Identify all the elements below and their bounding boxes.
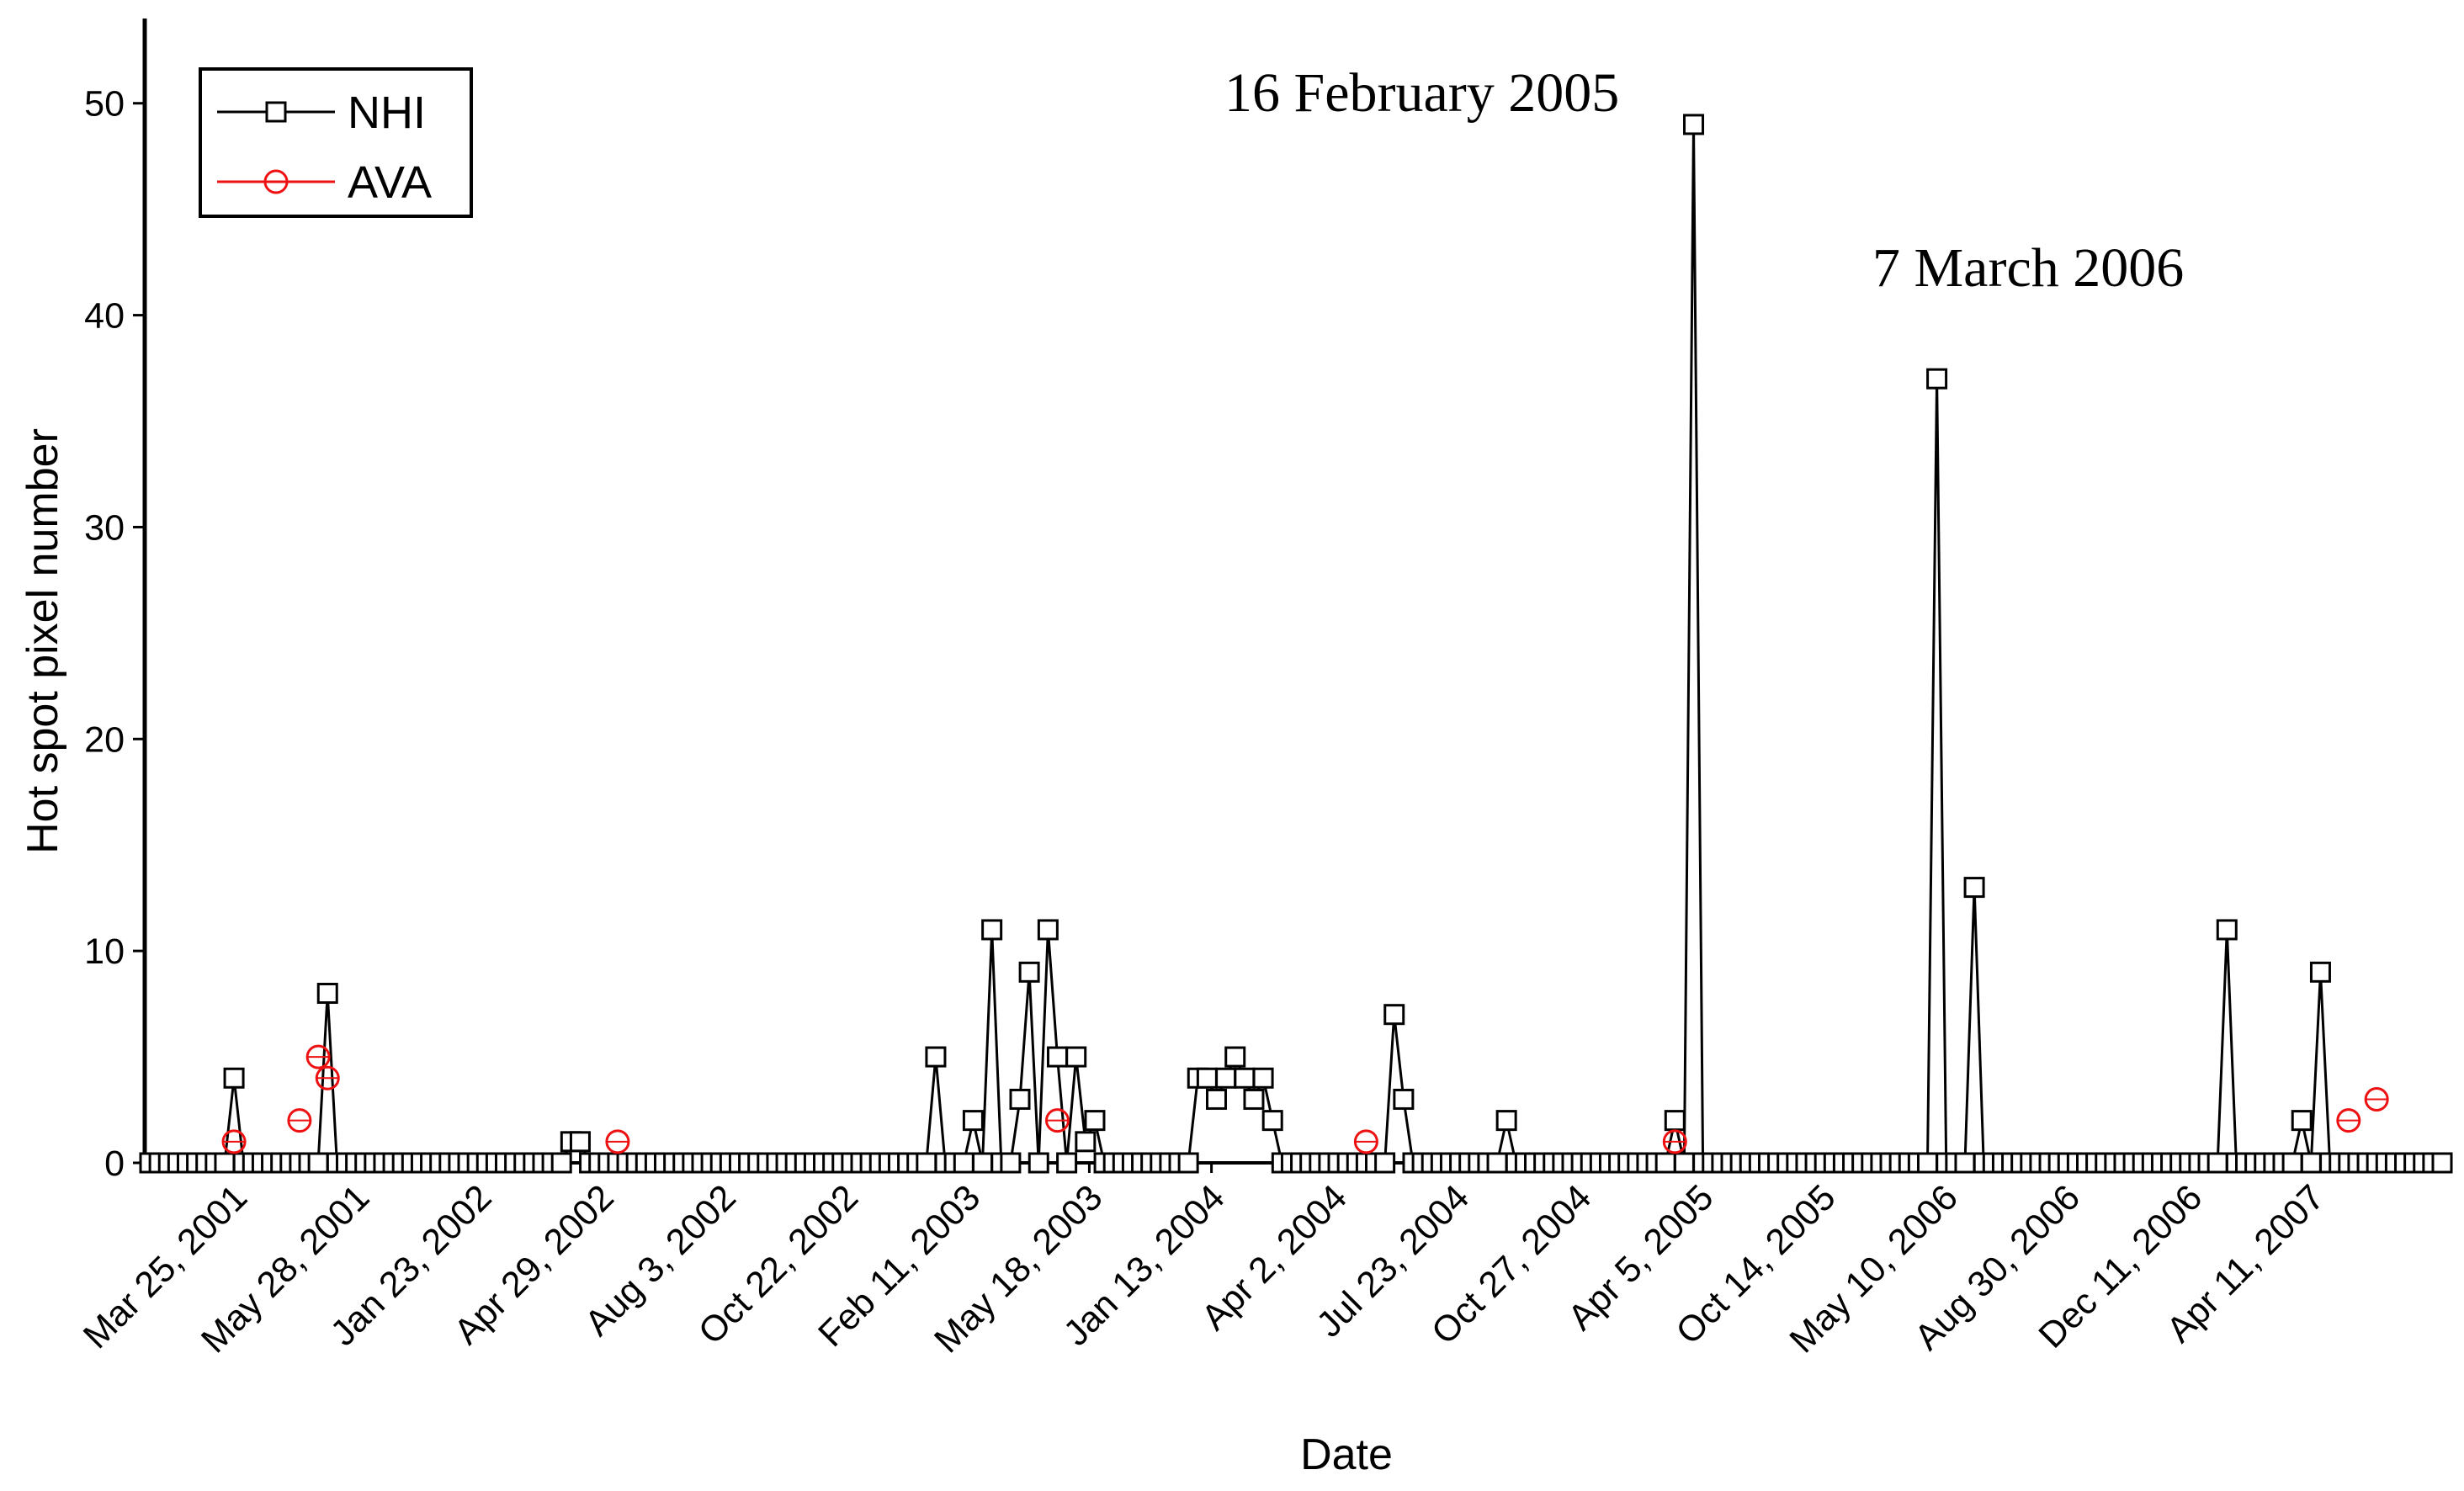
nhi-marker bbox=[925, 1046, 947, 1068]
nhi-marker bbox=[1673, 1152, 1695, 1174]
nhi-marker bbox=[1252, 1067, 1274, 1089]
nhi-marker bbox=[1056, 1152, 1078, 1174]
nhi-marker bbox=[1916, 1152, 1938, 1174]
y-tick-label: 20 bbox=[84, 719, 125, 760]
nhi-marker bbox=[214, 1152, 236, 1174]
y-axis-title: Hot spot pixel number bbox=[19, 428, 67, 854]
nhi-marker bbox=[1037, 919, 1059, 941]
nhi-marker bbox=[1486, 1152, 1508, 1174]
nhi-marker bbox=[1009, 1088, 1031, 1110]
nhi-marker bbox=[1243, 1088, 1265, 1110]
legend-label-nhi: NHI bbox=[348, 88, 426, 138]
nhi-marker bbox=[1495, 1110, 1517, 1132]
nhi-marker bbox=[953, 1152, 974, 1174]
nhi-marker bbox=[1084, 1110, 1106, 1132]
y-tick-label: 10 bbox=[84, 931, 125, 972]
nhi-marker bbox=[1000, 1152, 1022, 1174]
nhi-marker bbox=[307, 1152, 329, 1174]
nhi-marker bbox=[2291, 1110, 2313, 1132]
legend-marker-ava bbox=[263, 169, 289, 194]
nhi-marker bbox=[1177, 1152, 1199, 1174]
y-tick-label: 40 bbox=[84, 296, 125, 337]
legend-label-ava: AVA bbox=[348, 157, 432, 208]
y-tick-label: 0 bbox=[104, 1143, 125, 1184]
nhi-marker bbox=[1954, 1152, 1976, 1174]
nhi-marker bbox=[972, 1152, 994, 1174]
legend-marker-nhi bbox=[265, 101, 287, 123]
nhi-marker bbox=[550, 1152, 572, 1174]
nhi-marker bbox=[1224, 1046, 1246, 1068]
nhi-marker bbox=[1028, 1152, 1049, 1174]
nhi-marker bbox=[1683, 114, 1705, 135]
nhi-marker bbox=[1046, 1046, 1068, 1068]
nhi-marker bbox=[2431, 1152, 2453, 1174]
x-axis-title: Date bbox=[1300, 1430, 1393, 1479]
nhi-marker bbox=[2216, 919, 2238, 941]
nhi-marker bbox=[981, 919, 1003, 941]
y-tick-label: 50 bbox=[84, 84, 125, 125]
nhi-marker bbox=[962, 1110, 984, 1132]
legend-box bbox=[199, 67, 473, 218]
nhi-marker bbox=[1075, 1131, 1097, 1153]
annotation-label: 16 February 2005 bbox=[1224, 62, 1619, 124]
nhi-marker bbox=[1374, 1152, 1396, 1174]
nhi-marker bbox=[916, 1152, 937, 1174]
y-tick-label: 30 bbox=[84, 507, 125, 548]
nhi-marker bbox=[1196, 1067, 1218, 1089]
nhi-marker bbox=[1926, 368, 1948, 390]
nhi-marker bbox=[1664, 1110, 1686, 1132]
nhi-marker bbox=[2300, 1152, 2322, 1174]
nhi-marker bbox=[2281, 1152, 2303, 1174]
nhi-marker bbox=[1261, 1110, 1283, 1132]
nhi-marker bbox=[1018, 961, 1040, 983]
nhi-marker bbox=[2206, 1152, 2228, 1174]
nhi-marker bbox=[1654, 1152, 1676, 1174]
nhi-marker bbox=[1205, 1088, 1227, 1110]
nhi-marker bbox=[1383, 1004, 1405, 1026]
nhi-marker bbox=[569, 1131, 591, 1153]
legend: NHI AVA bbox=[199, 67, 473, 218]
nhi-marker bbox=[316, 983, 338, 1005]
nhi-marker bbox=[1065, 1046, 1087, 1068]
markers bbox=[139, 114, 2453, 1174]
nhi-marker bbox=[1215, 1067, 1237, 1089]
annotation-label: 7 March 2006 bbox=[1872, 237, 2184, 299]
nhi-marker bbox=[223, 1067, 245, 1089]
nhi-marker bbox=[1393, 1088, 1415, 1110]
nhi-marker bbox=[1963, 877, 1985, 899]
nhi-marker bbox=[2309, 961, 2331, 983]
nhi-marker bbox=[1234, 1067, 1256, 1089]
labels: Date Hot spot pixel number 16 February 200… bbox=[19, 62, 2184, 1479]
